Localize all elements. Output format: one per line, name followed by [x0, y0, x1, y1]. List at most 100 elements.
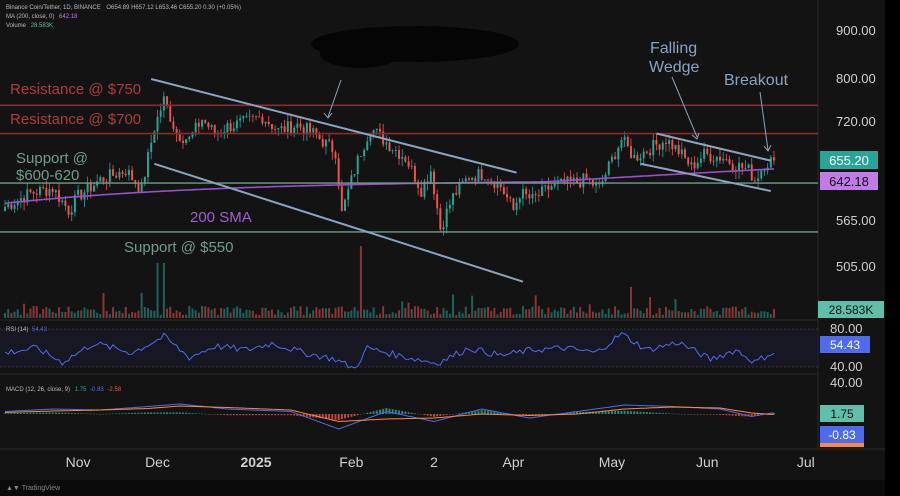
macd-hist-bar	[353, 414, 356, 416]
macd-hist-bar	[175, 412, 178, 414]
volume-bar	[13, 311, 16, 318]
candle	[286, 121, 289, 133]
volume-bar	[709, 308, 712, 318]
macd-hist-bar	[537, 414, 540, 416]
candle	[350, 175, 353, 190]
price-axis[interactable]: 900.00 800.00 720.00 565.00 505.00 80.00 40.00…	[830, 23, 876, 390]
macd-hist-bar	[150, 412, 153, 414]
volume-bar	[83, 307, 86, 318]
trendlines[interactable]	[150, 78, 772, 283]
sma-badge-bg	[820, 172, 878, 190]
macd-hist-bar	[108, 413, 111, 415]
macd-hist-bar	[344, 414, 346, 419]
candle	[655, 140, 658, 145]
volume-bar	[467, 314, 470, 318]
candle	[312, 128, 315, 133]
volume-bar	[42, 308, 45, 318]
candle	[51, 189, 54, 193]
macd-hist-bar	[188, 412, 191, 414]
candle	[235, 120, 238, 129]
volume-bar	[315, 307, 318, 318]
macd-hist-bar	[124, 413, 127, 414]
candle	[23, 198, 26, 203]
macd-hist-bar	[16, 412, 19, 414]
volume-bar	[143, 306, 146, 318]
macd-hist-bar	[378, 409, 381, 414]
volume-bar	[220, 308, 223, 318]
macd-hist-bar	[633, 411, 636, 414]
volume-bar	[687, 312, 690, 318]
legend-volume-row[interactable]: Volume 28.583K	[6, 23, 53, 29]
volume-bar	[493, 308, 496, 318]
candle	[337, 158, 340, 187]
volume-bar	[483, 307, 486, 318]
macd-hist-bar	[140, 412, 143, 414]
label-resistance-700: Resistance @ $700	[10, 111, 141, 128]
candle	[274, 128, 277, 130]
trendline-lower-channel[interactable]	[154, 162, 524, 283]
macd-hist-bar	[394, 409, 397, 414]
volume-bar	[525, 309, 528, 318]
volume-bar	[156, 263, 159, 318]
volume-bar	[725, 307, 728, 318]
volume-bar	[207, 307, 210, 318]
macd-hist-bar	[509, 413, 512, 415]
volume-bar	[607, 308, 610, 318]
volume-bar	[305, 306, 308, 318]
candle	[509, 197, 512, 199]
candle	[687, 157, 690, 165]
volume-bar	[436, 307, 439, 318]
candle	[372, 130, 375, 135]
macd-hist-bar	[166, 412, 169, 414]
macd-hist-bar	[115, 413, 118, 414]
candle	[410, 165, 413, 167]
legend-ma-row[interactable]: MA (200, close, 0) 642.18	[6, 14, 77, 20]
tradingview-logo[interactable]: ▲▼ TradingView	[6, 485, 60, 492]
candle	[515, 202, 518, 210]
candle	[127, 170, 130, 176]
macd-hist-bar	[699, 414, 702, 415]
candle	[112, 169, 115, 176]
volume-bar	[544, 314, 547, 318]
volume-bar	[45, 307, 48, 318]
volume-bar	[610, 314, 613, 318]
candle	[525, 189, 528, 195]
volume-bar	[162, 263, 165, 318]
rsi-title-text: RSI (14)	[6, 327, 28, 333]
volume-bar	[684, 312, 687, 318]
time-tick: Jul	[797, 454, 815, 470]
legend-symbol-row[interactable]: Binance Coin/Tether, 1D, BINANCE O654.89…	[6, 5, 241, 11]
volume-bar	[677, 310, 680, 318]
volume-bar	[404, 308, 407, 318]
volume-bar	[302, 314, 305, 318]
macd-hist-bar	[77, 413, 80, 414]
macd-hist-bar	[48, 412, 51, 414]
volume-bar	[226, 307, 229, 318]
volume-bar	[112, 307, 115, 318]
candle	[375, 128, 378, 131]
macd-hist-bar	[445, 414, 448, 415]
candle	[293, 127, 296, 134]
time-axis[interactable]: Nov Dec 2025 Feb 2 Apr May Jun Jul	[66, 454, 815, 470]
candle	[159, 110, 162, 117]
candle	[32, 191, 35, 194]
macd-hist-bar	[706, 414, 709, 415]
trendline-wedge-top[interactable]	[656, 132, 772, 162]
volume-bar	[127, 313, 130, 318]
candle	[162, 96, 165, 111]
volume-bar	[426, 310, 429, 318]
trendline-upper-channel[interactable]	[150, 78, 517, 174]
volume-bar	[80, 310, 83, 318]
candle	[248, 115, 251, 117]
last-price-badge: 655.20	[829, 153, 869, 168]
trendline-wedge-bottom[interactable]	[640, 162, 772, 193]
candle	[607, 161, 610, 175]
macd-hist-bar	[283, 414, 286, 416]
volume-bar	[452, 294, 455, 318]
volume-bar	[521, 306, 524, 318]
candle	[108, 169, 111, 183]
macd-hist-bar	[112, 413, 115, 415]
volume-bar	[461, 313, 464, 318]
volume-bar	[347, 311, 350, 318]
